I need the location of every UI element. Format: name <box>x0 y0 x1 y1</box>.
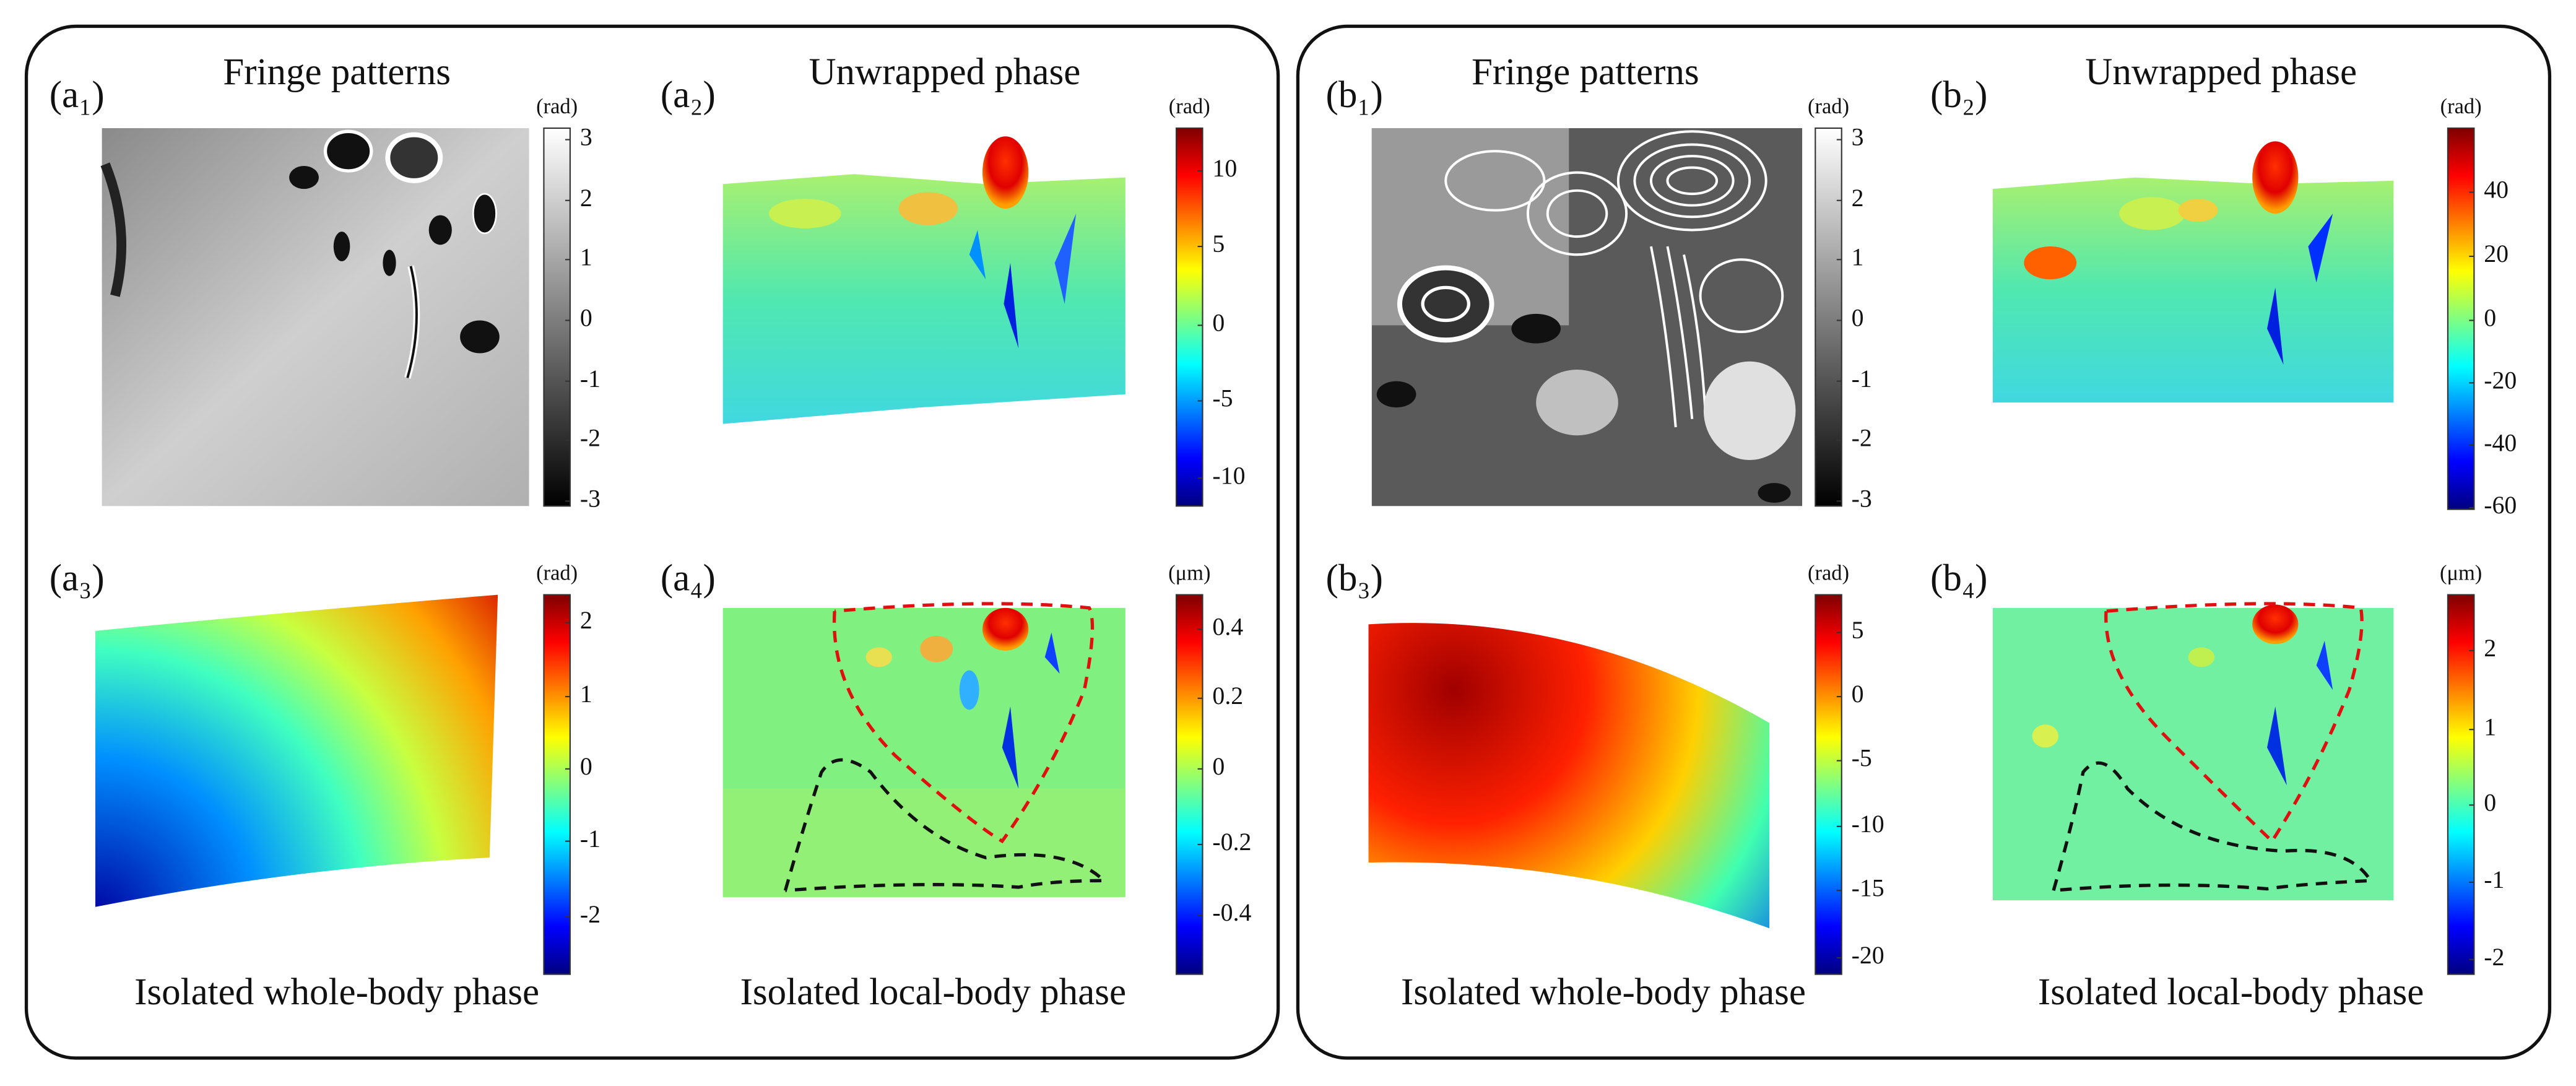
colorbar-unit: (rad) <box>536 562 578 585</box>
colorbar-tick-label: -20 <box>1852 942 1884 969</box>
colorbar-tick-label: 10 <box>1212 155 1237 182</box>
colorbar-tick-label: -3 <box>1852 485 1872 512</box>
colorbar-unit: (rad) <box>1808 562 1849 585</box>
colorbar-tick-label: -0.4 <box>1212 899 1251 926</box>
colorbar <box>1815 127 1842 507</box>
colorbar-tick-label: 0 <box>1852 680 1864 708</box>
colorbar-unit: (μm) <box>1168 562 1210 585</box>
colorbar <box>2447 594 2475 975</box>
colorbar-tick-label: 2 <box>580 607 592 634</box>
panel-title: Unwrapped phase <box>2085 51 2357 93</box>
colorbar-tick-label: 0 <box>580 305 592 332</box>
colorbar-tick-label: 20 <box>2484 240 2509 267</box>
frame-right <box>1296 24 2552 1060</box>
colorbar-tick-label: 0 <box>2484 789 2496 816</box>
image-a2 <box>722 136 1125 424</box>
colorbar-unit: (rad) <box>2440 95 2482 118</box>
panel-label: (a₄) <box>661 557 716 599</box>
panel-caption: Isolated whole-body phase <box>134 971 539 1013</box>
panel-label: (a₃) <box>50 557 105 599</box>
image-b2 <box>1992 141 2394 403</box>
image-b3 <box>1368 623 1769 929</box>
colorbar-tick-label: 1 <box>1852 243 1864 271</box>
colorbar-tick-label: -20 <box>2484 367 2517 394</box>
colorbar-tick-label: 5 <box>1212 230 1225 258</box>
panel-caption: Isolated whole-body phase <box>1401 971 1806 1013</box>
panel-label: (a₂) <box>661 74 716 116</box>
colorbar-tick-label: 0 <box>1212 753 1225 780</box>
colorbar-tick-label: -5 <box>1212 385 1233 412</box>
colorbar-tick-label: -5 <box>1852 745 1872 772</box>
colorbar-tick-label: -10 <box>1852 810 1884 838</box>
colorbar-tick-label: -2 <box>1852 424 1872 451</box>
image-a1 <box>100 128 529 506</box>
image-a3 <box>95 594 498 907</box>
colorbar-tick-label: 0 <box>1212 310 1225 337</box>
colorbar-tick-label: 1 <box>580 680 592 708</box>
colorbar-tick-label: -15 <box>1852 874 1884 901</box>
colorbar-tick-label: 0 <box>2484 305 2496 332</box>
colorbar-unit: (μm) <box>2440 562 2482 585</box>
colorbar-tick-label: 40 <box>2484 176 2509 204</box>
colorbar-tick-label: 1 <box>580 243 592 271</box>
panel-label: (b₂) <box>1930 74 1987 116</box>
panel-label: (b₄) <box>1930 557 1987 599</box>
colorbar <box>1175 594 1203 975</box>
colorbar-tick-label: 0.4 <box>1212 613 1243 640</box>
colorbar-tick-label: 2 <box>580 185 592 212</box>
colorbar-tick-label: -2 <box>2484 944 2504 971</box>
image-b4 <box>1992 602 2394 901</box>
colorbar-tick-label: 5 <box>1852 617 1864 644</box>
image-b1 <box>1371 128 1803 506</box>
colorbar-tick-label: -1 <box>580 825 601 853</box>
panel-label: (b₁) <box>1326 74 1383 116</box>
colorbar <box>543 594 571 975</box>
colorbar <box>543 127 571 507</box>
colorbar-tick-label: -2 <box>580 901 601 928</box>
colorbar <box>1175 127 1203 507</box>
colorbar-tick-label: -1 <box>1852 365 1872 393</box>
colorbar-tick-label: 3 <box>1852 124 1864 151</box>
image-a4 <box>722 602 1125 897</box>
colorbar-tick-label: -0.2 <box>1212 828 1251 856</box>
colorbar-tick-label: -40 <box>2484 429 2517 456</box>
colorbar-tick-label: -60 <box>2484 492 2517 519</box>
colorbar-unit: (rad) <box>536 95 578 118</box>
colorbar-tick-label: 2 <box>2484 635 2496 662</box>
panel-title: Fringe patterns <box>1472 51 1699 93</box>
colorbar-unit: (rad) <box>1808 95 1849 118</box>
colorbar-tick-label: 0 <box>1852 305 1864 332</box>
colorbar-tick-label: -2 <box>580 424 601 451</box>
panel-caption: Isolated local-body phase <box>740 971 1127 1013</box>
colorbar-tick-label: 1 <box>2484 713 2496 741</box>
colorbar <box>1815 594 1842 975</box>
colorbar-tick-label: 3 <box>580 124 592 151</box>
colorbar-tick-label: 0.2 <box>1212 682 1243 710</box>
colorbar-tick-label: 2 <box>1852 185 1864 212</box>
panel-caption: Isolated local-body phase <box>2038 971 2424 1013</box>
panel-label: (b₃) <box>1326 557 1383 599</box>
colorbar <box>2447 127 2475 510</box>
colorbar-tick-label: -10 <box>1212 462 1245 489</box>
colorbar-tick-label: -3 <box>580 485 601 512</box>
frame-left <box>24 24 1280 1060</box>
panel-title: Fringe patterns <box>223 51 451 93</box>
colorbar-unit: (rad) <box>1169 95 1210 118</box>
panel-label: (a₁) <box>50 74 105 116</box>
colorbar-tick-label: -1 <box>580 365 601 393</box>
colorbar-tick-label: 0 <box>580 753 592 780</box>
colorbar-tick-label: -1 <box>2484 866 2504 893</box>
panel-title: Unwrapped phase <box>809 51 1080 93</box>
